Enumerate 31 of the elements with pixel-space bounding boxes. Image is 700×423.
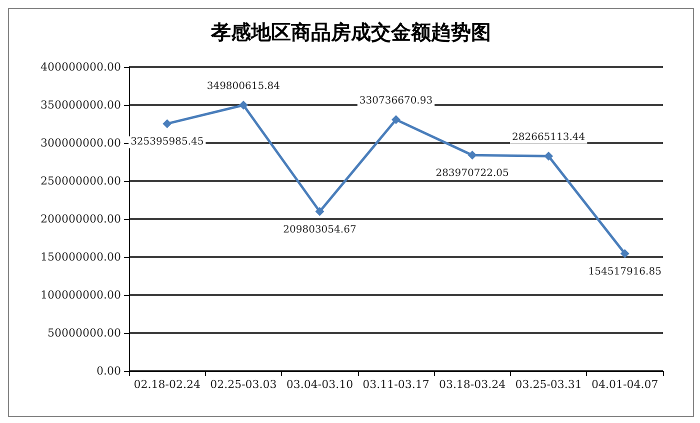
y-tick-label: 400000000.00	[40, 60, 121, 74]
y-tick-label: 350000000.00	[40, 98, 121, 112]
x-tick-label: 03.25-03.31	[515, 378, 582, 391]
y-tick-label: 100000000.00	[40, 288, 121, 302]
point	[162, 119, 172, 128]
chart-title: 孝感地区商品房成交金额趋势图	[210, 20, 491, 44]
data-label: 283970722.05	[436, 168, 509, 180]
x-tick-label: 03.18-03.24	[438, 378, 506, 391]
data-label: 209803054.67	[283, 224, 356, 236]
y-tick-label: 300000000.00	[40, 136, 121, 150]
y-tick-label: 200000000.00	[40, 212, 121, 226]
x-tick-label: 02.18-02.24	[134, 378, 200, 391]
y-tick-label: 250000000.00	[40, 174, 121, 188]
x-tick-label: 03.04-03.10	[286, 378, 354, 391]
y-tick-label: 0.00	[96, 364, 121, 378]
y-tick-label: 50000000.00	[48, 326, 121, 340]
data-label: 154517916.85	[588, 266, 662, 278]
point	[468, 150, 477, 160]
data-label: 325395985.45	[130, 136, 204, 148]
y-tick-label: 150000000.00	[40, 250, 121, 264]
data-label: 349800615.84	[206, 81, 280, 92]
point	[392, 115, 400, 124]
point	[315, 207, 324, 216]
data-label: 282665113.44	[512, 132, 586, 144]
point	[620, 249, 630, 258]
x-tick-label: 03.11-03.17	[362, 378, 430, 391]
x-tick-label: 04.01-04.07	[592, 378, 658, 391]
x-tick-label: 02.25-03.03	[210, 378, 277, 391]
point	[238, 100, 248, 110]
point	[544, 152, 554, 161]
data-label: 330736670.93	[359, 96, 433, 107]
